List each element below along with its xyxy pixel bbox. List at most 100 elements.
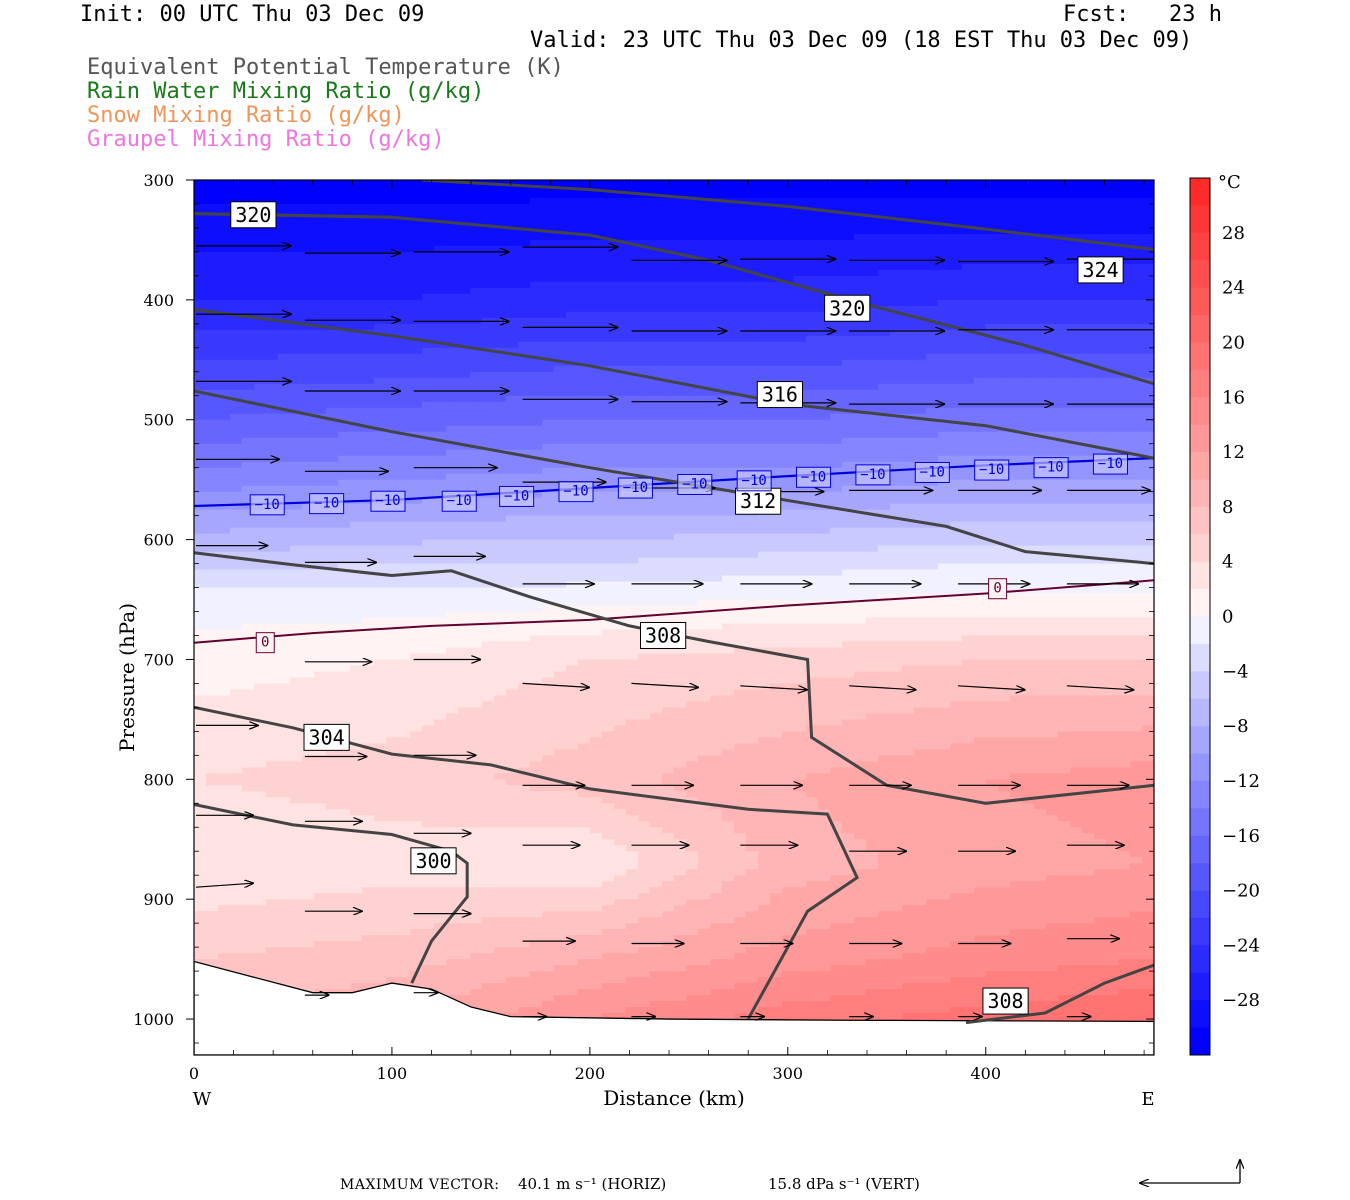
- field-cell: [506, 377, 519, 385]
- field-cell: [434, 419, 447, 427]
- field-cell: [866, 293, 879, 301]
- field-cell: [578, 281, 591, 289]
- field-cell: [338, 443, 351, 451]
- field-cell: [410, 227, 423, 235]
- field-cell: [758, 180, 771, 187]
- field-cell: [758, 293, 771, 301]
- field-cell: [554, 305, 567, 313]
- field-cell: [902, 275, 915, 283]
- field-cell: [698, 497, 711, 505]
- field-cell: [470, 347, 483, 355]
- field-cell: [1130, 401, 1143, 409]
- field-cell: [410, 293, 423, 301]
- field-cell: [446, 395, 459, 403]
- field-cell: [434, 545, 447, 553]
- field-cell: [998, 263, 1011, 271]
- field-cell: [614, 419, 627, 427]
- field-cell: [326, 197, 339, 205]
- field-cell: [1142, 227, 1154, 235]
- field-cell: [1142, 503, 1154, 511]
- field-cell: [242, 467, 255, 475]
- field-cell: [890, 317, 903, 325]
- field-cell: [1034, 215, 1047, 223]
- field-cell: [458, 461, 471, 469]
- field-cell: [662, 209, 675, 217]
- field-cell: [578, 425, 591, 433]
- field-cell: [410, 539, 423, 547]
- field-cell: [1130, 221, 1143, 229]
- field-cell: [890, 311, 903, 319]
- field-cell: [446, 347, 459, 355]
- field-cell: [674, 197, 687, 205]
- field-cell: [350, 425, 363, 433]
- field-cell: [734, 431, 747, 439]
- field-cell: [902, 203, 915, 211]
- field-cell: [866, 545, 879, 553]
- field-cell: [530, 401, 543, 409]
- field-cell: [626, 185, 639, 193]
- field-cell: [254, 269, 267, 277]
- field-cell: [866, 323, 879, 331]
- field-cell: [710, 335, 723, 343]
- field-cell: [722, 377, 735, 385]
- field-cell: [1010, 473, 1023, 481]
- field-cell: [782, 299, 795, 307]
- field-cell: [974, 389, 987, 397]
- field-cell: [722, 359, 735, 367]
- field-cell: [506, 509, 519, 517]
- field-cell: [518, 461, 531, 469]
- field-cell: [902, 527, 915, 535]
- field-cell: [782, 521, 795, 529]
- field-cell: [638, 455, 651, 463]
- field-cell: [254, 533, 267, 541]
- field-cell: [638, 317, 651, 325]
- field-cell: [1142, 263, 1154, 271]
- field-cell: [662, 389, 675, 397]
- field-cell: [362, 335, 375, 343]
- field-cell: [770, 221, 783, 229]
- field-cell: [362, 371, 375, 379]
- field-cell: [1070, 437, 1083, 445]
- field-cell: [722, 425, 735, 433]
- field-cell: [734, 377, 747, 385]
- field-cell: [674, 515, 687, 523]
- field-cell: [1130, 395, 1143, 403]
- field-cell: [350, 203, 363, 211]
- field-cell: [218, 533, 231, 541]
- field-cell: [1106, 503, 1119, 511]
- field-cell: [866, 311, 879, 319]
- field-cell: [230, 485, 243, 493]
- field-cell: [1142, 323, 1154, 331]
- field-cell: [410, 221, 423, 229]
- field-cell: [314, 389, 327, 397]
- field-cell: [290, 443, 303, 451]
- field-cell: [350, 335, 363, 343]
- field-cell: [842, 539, 855, 547]
- field-cell: [926, 221, 939, 229]
- field-cell: [1046, 515, 1059, 523]
- field-cell: [494, 251, 507, 259]
- field-cell: [842, 323, 855, 331]
- field-cell: [998, 509, 1011, 517]
- field-cell: [314, 209, 327, 217]
- field-cell: [350, 180, 363, 187]
- field-cell: [410, 353, 423, 361]
- field-cell: [710, 215, 723, 223]
- field-cell: [758, 407, 771, 415]
- field-cell: [926, 233, 939, 241]
- field-cell: [422, 545, 435, 553]
- field-cell: [842, 203, 855, 211]
- field-cell: [974, 227, 987, 235]
- field-cell: [554, 467, 567, 475]
- field-cell: [746, 257, 759, 265]
- field-cell: [614, 503, 627, 511]
- field-cell: [254, 389, 267, 397]
- field-cell: [1106, 209, 1119, 217]
- field-cell: [758, 197, 771, 205]
- field-cell: [338, 251, 351, 259]
- field-cell: [386, 479, 399, 487]
- field-cell: [878, 245, 891, 253]
- field-cell: [458, 401, 471, 409]
- field-cell: [626, 407, 639, 415]
- field-cell: [926, 407, 939, 415]
